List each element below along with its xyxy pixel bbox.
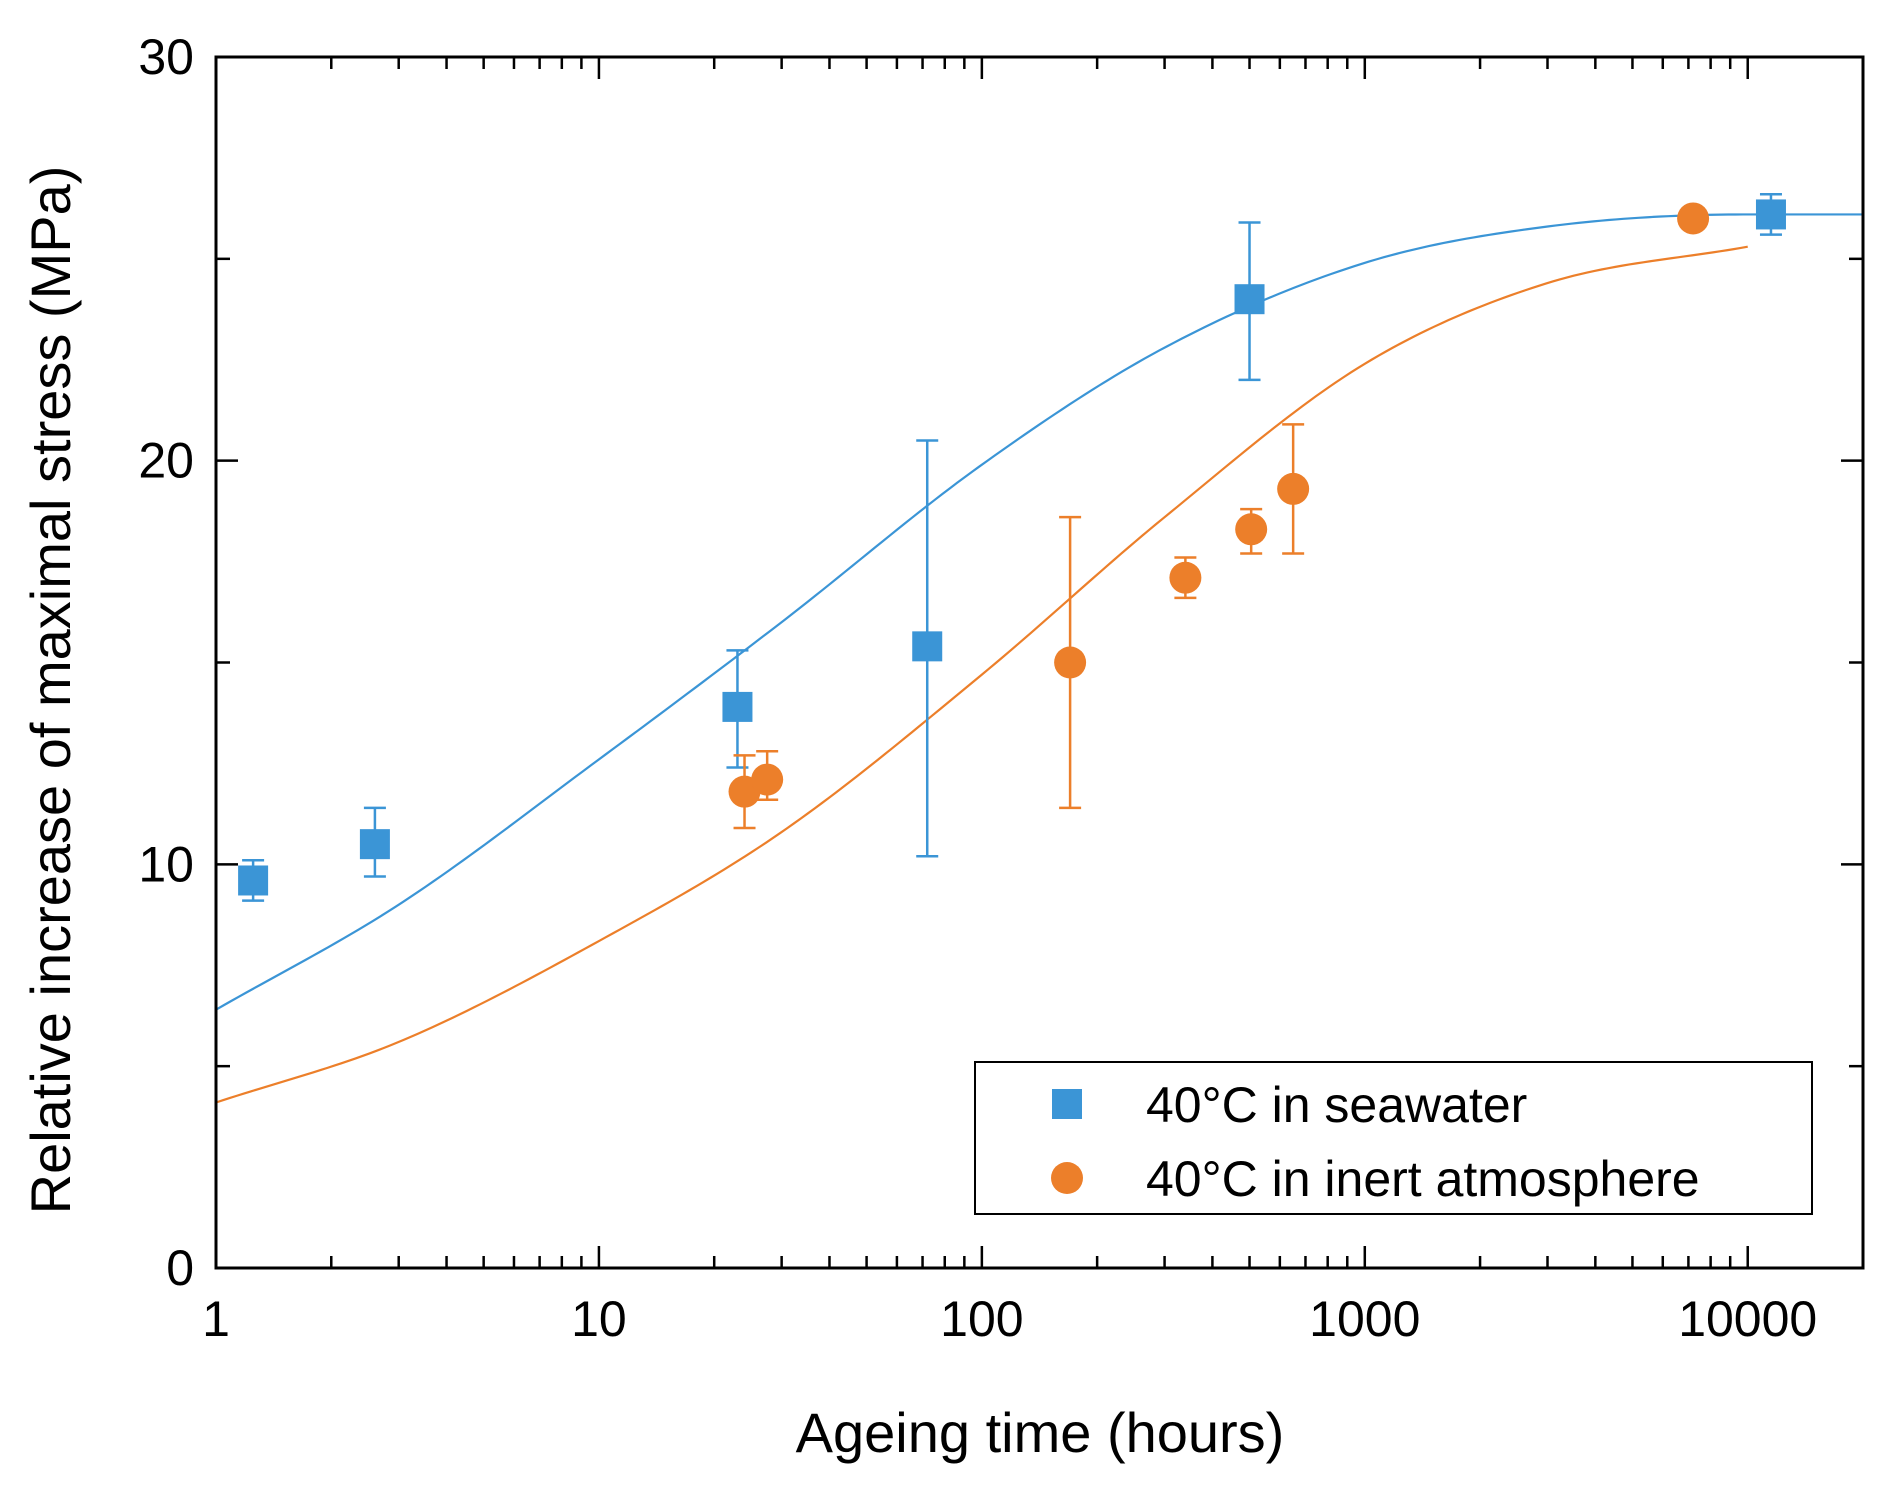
tick-labels: 1 10 100 1000 10000 0 10 20 30 <box>138 29 1817 1347</box>
x-tick-label: 1000 <box>1309 1291 1420 1347</box>
legend: 40°C in seawater 40°C in inert atmospher… <box>974 1061 1813 1215</box>
y-tick-label: 20 <box>138 433 194 489</box>
x-tick-label: 1 <box>202 1291 230 1347</box>
x-tick-label: 10 <box>571 1291 627 1347</box>
data-point-seawater <box>912 631 943 662</box>
fit-curve-inert <box>215 245 1748 1104</box>
data-point-seawater <box>238 865 269 896</box>
y-tick-label: 10 <box>138 836 194 892</box>
plot-border <box>214 55 1865 1270</box>
legend-marker-seawater <box>1052 1089 1082 1119</box>
fit-curve-seawater <box>215 213 1863 1011</box>
data-point-inert <box>1169 561 1202 594</box>
y-tick-label: 30 <box>138 29 194 85</box>
data-point-seawater <box>722 691 753 722</box>
x-axis-title: Ageing time (hours) <box>796 1401 1285 1464</box>
data-point-inert <box>1235 513 1268 546</box>
fit-curves <box>215 213 1863 1104</box>
y-tick-label: 0 <box>166 1240 194 1296</box>
data-point-seawater <box>1755 199 1786 230</box>
data-points <box>238 199 1786 896</box>
x-tick-label: 100 <box>940 1291 1023 1347</box>
plot-frame <box>214 55 1865 1270</box>
data-point-inert <box>1054 646 1087 679</box>
data-point-seawater <box>1234 284 1265 315</box>
error-bars <box>242 192 1782 902</box>
legend-marker-inert <box>1051 1162 1083 1194</box>
data-point-inert <box>1277 472 1310 505</box>
data-point-inert <box>751 763 784 796</box>
legend-label-inert: 40°C in inert atmosphere <box>1146 1151 1700 1207</box>
data-point-inert <box>1677 202 1710 235</box>
data-point-seawater <box>359 829 390 860</box>
legend-label-seawater: 40°C in seawater <box>1146 1077 1527 1133</box>
y-axis-title: Relative increase of maximal stress (MPa… <box>19 166 82 1215</box>
x-tick-label: 10000 <box>1678 1291 1817 1347</box>
legend-box <box>974 1061 1813 1215</box>
